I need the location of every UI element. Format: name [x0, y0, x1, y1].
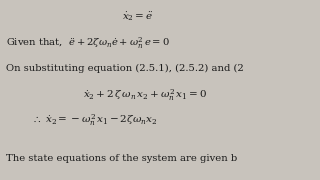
Text: $\therefore\;\dot{x}_2=-\omega_n^2\,x_1-2\zeta\omega_n x_2$: $\therefore\;\dot{x}_2=-\omega_n^2\,x_1-… [32, 113, 157, 128]
Text: Given that,  $\ddot{e}+2\zeta\omega_n\dot{e}+\omega_n^2\,e=0$: Given that, $\ddot{e}+2\zeta\omega_n\dot… [6, 36, 170, 51]
Text: $\dot{x}_2 = \ddot{e}$: $\dot{x}_2 = \ddot{e}$ [122, 10, 153, 23]
Text: On substituting equation (2.5.1), (2.5.2) and (2: On substituting equation (2.5.1), (2.5.2… [6, 64, 244, 73]
Text: $\dot{x}_2+2\,\zeta\,\omega_n\,x_2+\omega_n^2\,x_1=0$: $\dot{x}_2+2\,\zeta\,\omega_n\,x_2+\omeg… [83, 88, 207, 103]
Text: The state equations of the system are given b: The state equations of the system are gi… [6, 154, 238, 163]
